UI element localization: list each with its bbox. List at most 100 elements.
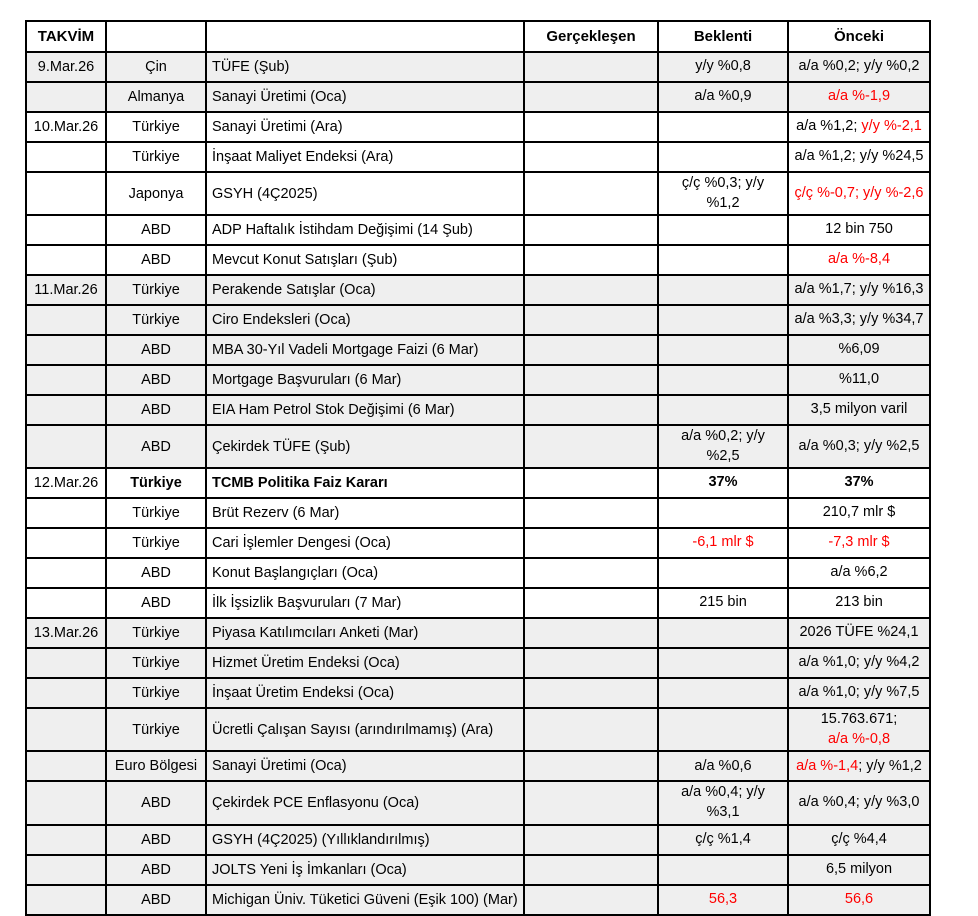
value: ç/ç %1,4 <box>695 830 751 847</box>
cell-country: ABD <box>105 780 207 826</box>
cell-expected <box>657 274 789 307</box>
value: a/a %6,2 <box>830 564 888 581</box>
cell-previous: a/a %3,3; y/y %34,7 <box>787 304 931 337</box>
cell-country: ABD <box>105 823 207 856</box>
cell-expected: 37% <box>657 467 789 500</box>
cell-event: İlk İşsizlik Başvuruları (7 Mar) <box>205 587 525 620</box>
cell-expected: ç/ç %1,4 <box>657 823 789 856</box>
cell-previous: ç/ç %-0,7; y/y %-2,6 <box>787 170 931 217</box>
value-negative: a/a %-0,8 <box>827 730 891 747</box>
cell-previous: a/a %1,2; y/y %-2,1 <box>787 111 931 143</box>
cell-date <box>25 823 107 856</box>
value: 15.763.671; <box>820 711 898 728</box>
cell-actual <box>523 364 659 397</box>
cell-event: Cari İşlemler Dengesi (Oca) <box>205 527 525 560</box>
cell-event: GSYH (4Ç2025) <box>205 170 525 217</box>
cell-event: Mevcut Konut Satışları (Şub) <box>205 244 525 277</box>
cell-actual <box>523 853 659 886</box>
cell-date <box>25 81 107 113</box>
cell-event: Ciro Endeksleri (Oca) <box>205 304 525 337</box>
value: ç/ç %0,3; y/y %1,2 <box>681 175 765 211</box>
cell-country: ABD <box>105 883 207 916</box>
table-row: Türkiye Brüt Rezerv (6 Mar) 210,7 mlr $ <box>25 497 931 530</box>
table-body: 9.Mar.26 Çin TÜFE (Şub) y/y %0,8 a/a %0,2; y… <box>25 51 931 916</box>
cell-actual <box>523 111 659 143</box>
cell-country: Türkiye <box>105 141 207 173</box>
cell-country: Japonya <box>105 170 207 217</box>
cell-date: 10.Mar.26 <box>25 111 107 143</box>
table-row: ABD GSYH (4Ç2025) (Yıllıklandırılmış) ç/ç … <box>25 823 931 856</box>
value-negative: 56,6 <box>844 890 874 907</box>
cell-event: Mortgage Başvuruları (6 Mar) <box>205 364 525 397</box>
cell-expected <box>657 214 789 247</box>
cell-previous: a/a %-1,4; y/y %1,2 <box>787 750 931 783</box>
cell-previous: 12 bin 750 <box>787 214 931 247</box>
cell-previous: 3,5 milyon varil <box>787 394 931 427</box>
table-row: Türkiye Cari İşlemler Dengesi (Oca) -6,1 m… <box>25 527 931 560</box>
value-negative: y/y %-2,1 <box>861 118 922 135</box>
cell-date <box>25 527 107 560</box>
value: a/a %3,3; y/y %34,7 <box>794 311 924 328</box>
cell-date <box>25 497 107 530</box>
value: a/a %0,2; y/y %2,5 <box>681 428 765 464</box>
cell-actual <box>523 467 659 500</box>
header-takvim: TAKVİM <box>25 20 107 53</box>
cell-event: Sanayi Üretimi (Oca) <box>205 81 525 113</box>
cell-date <box>25 677 107 710</box>
cell-date <box>25 364 107 397</box>
value: a/a %1,2; y/y %24,5 <box>794 148 924 165</box>
cell-actual <box>523 334 659 367</box>
cell-event: Michigan Üniv. Tüketici Güveni (Eşik 100… <box>205 883 525 916</box>
cell-actual <box>523 823 659 856</box>
value: a/a %0,4; y/y %3,1 <box>681 784 765 820</box>
cell-country: ABD <box>105 853 207 886</box>
cell-country: ABD <box>105 394 207 427</box>
cell-previous: 56,6 <box>787 883 931 916</box>
cell-date <box>25 334 107 367</box>
cell-date: 11.Mar.26 <box>25 274 107 307</box>
table-row: 9.Mar.26 Çin TÜFE (Şub) y/y %0,8 a/a %0,2; y… <box>25 51 931 83</box>
value: 213 bin <box>835 594 883 611</box>
cell-event: Brüt Rezerv (6 Mar) <box>205 497 525 530</box>
table-row: ABD JOLTS Yeni İş İmkanları (Oca) 6,5 mily… <box>25 853 931 886</box>
cell-date <box>25 214 107 247</box>
cell-actual <box>523 424 659 470</box>
cell-date <box>25 883 107 916</box>
cell-country: Türkiye <box>105 467 207 500</box>
table-row: Japonya GSYH (4Ç2025) ç/ç %0,3; y/y %1,2 ç/… <box>25 170 931 217</box>
cell-country: Türkiye <box>105 527 207 560</box>
value: 3,5 milyon varil <box>810 401 908 418</box>
table-row: ABD Mevcut Konut Satışları (Şub) a/a %-8,4 <box>25 244 931 277</box>
cell-previous: a/a %6,2 <box>787 557 931 590</box>
table-row: ABD Mortgage Başvuruları (6 Mar) %11,0 <box>25 364 931 397</box>
cell-expected <box>657 557 789 590</box>
cell-previous: %11,0 <box>787 364 931 397</box>
cell-event: Hizmet Üretim Endeksi (Oca) <box>205 647 525 680</box>
value-negative: -6,1 mlr $ <box>692 534 754 551</box>
cell-country: Türkiye <box>105 111 207 143</box>
cell-event: Çekirdek PCE Enflasyonu (Oca) <box>205 780 525 826</box>
table-row: 10.Mar.26 Türkiye Sanayi Üretimi (Ara) a/a … <box>25 111 931 143</box>
cell-event: Sanayi Üretimi (Oca) <box>205 750 525 783</box>
header-gerceklesen: Gerçekleşen <box>523 20 659 53</box>
cell-previous: a/a %0,2; y/y %0,2 <box>787 51 931 83</box>
value: 37% <box>844 474 874 491</box>
table-row: ABD ADP Haftalık İstihdam Değişimi (14 Şu… <box>25 214 931 247</box>
value: a/a %0,3; y/y %2,5 <box>798 437 920 454</box>
cell-date: 12.Mar.26 <box>25 467 107 500</box>
table-row: Türkiye Ücretli Çalışan Sayısı (arındırıl… <box>25 707 931 753</box>
cell-expected: a/a %0,2; y/y %2,5 <box>657 424 789 470</box>
value: a/a %1,0; y/y %7,5 <box>798 684 920 701</box>
cell-expected <box>657 677 789 710</box>
cell-previous: 37% <box>787 467 931 500</box>
cell-date <box>25 244 107 277</box>
cell-actual <box>523 274 659 307</box>
table-row: ABD İlk İşsizlik Başvuruları (7 Mar) 215 b… <box>25 587 931 620</box>
cell-date <box>25 424 107 470</box>
cell-actual <box>523 647 659 680</box>
cell-actual <box>523 170 659 217</box>
cell-event: TCMB Politika Faiz Kararı <box>205 467 525 500</box>
cell-expected <box>657 364 789 397</box>
cell-date <box>25 170 107 217</box>
cell-event: GSYH (4Ç2025) (Yıllıklandırılmış) <box>205 823 525 856</box>
